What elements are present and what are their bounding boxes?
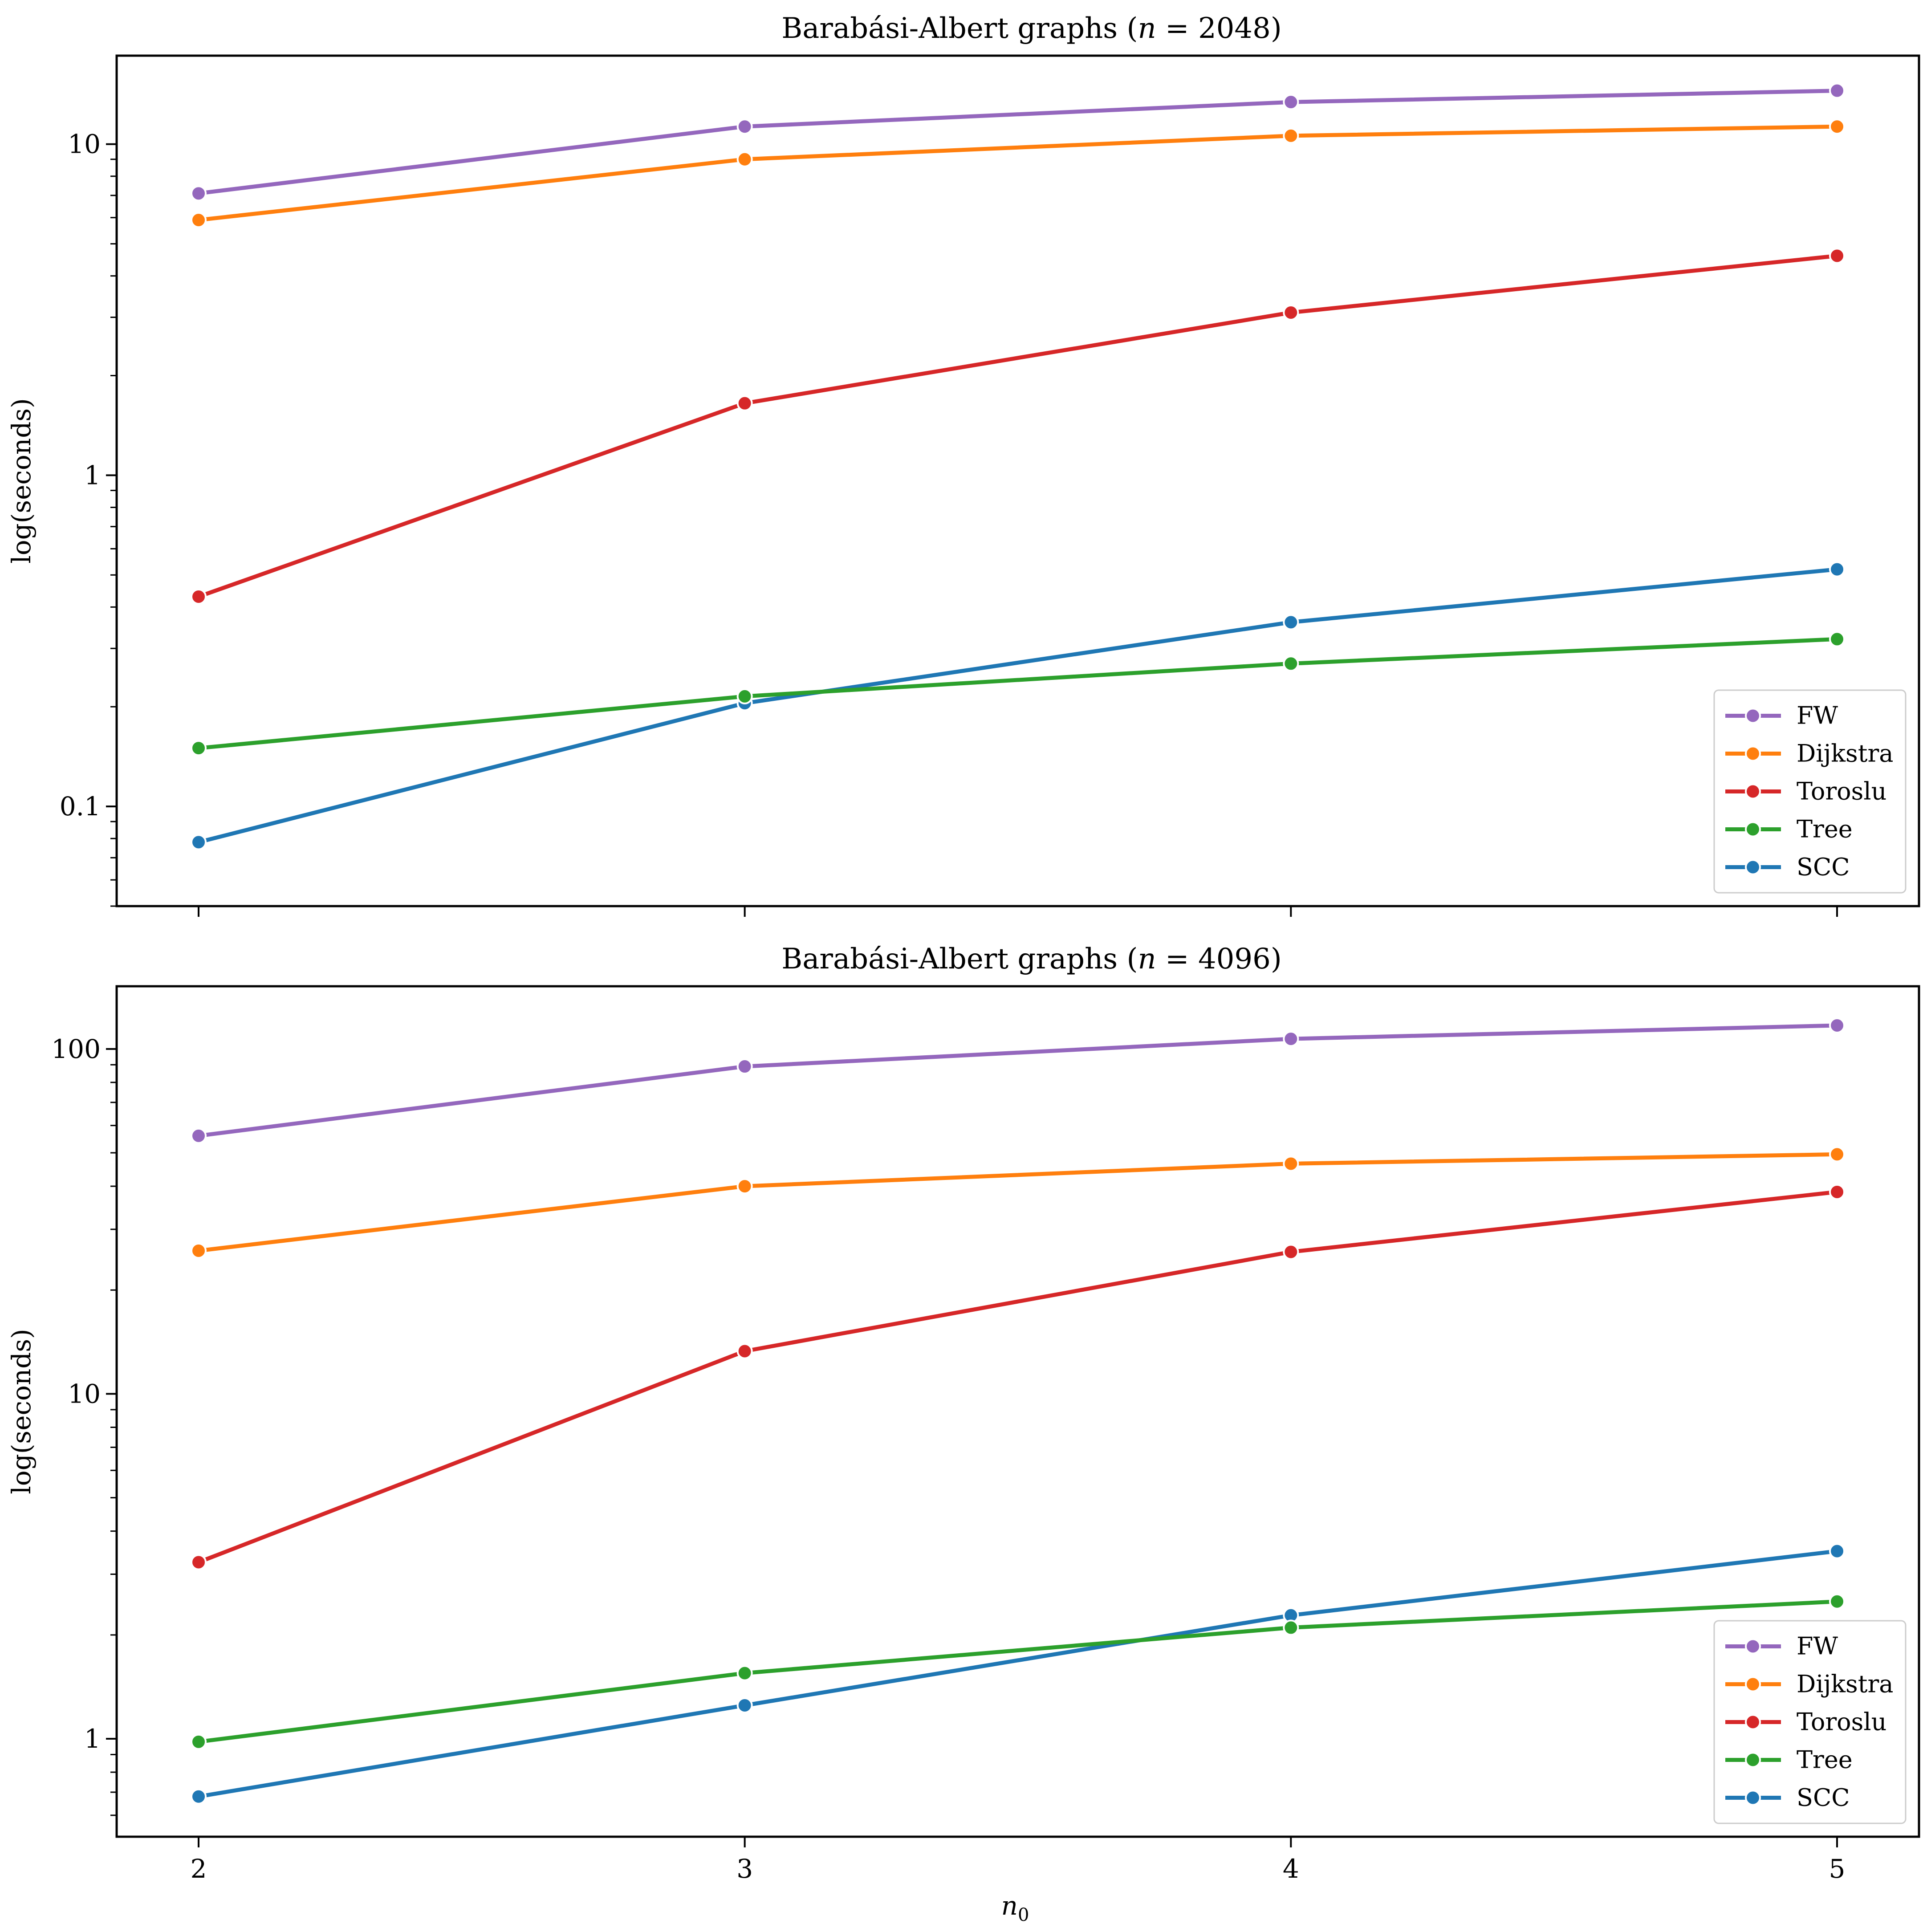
data-point-toroslu xyxy=(1829,1184,1845,1200)
data-point-toroslu xyxy=(736,1343,753,1359)
data-point-toroslu xyxy=(1283,1244,1299,1260)
series-line-toroslu xyxy=(198,254,1838,599)
series-line-tree xyxy=(198,1599,1838,1744)
data-point-toroslu xyxy=(1829,248,1845,264)
series-line-toroslu xyxy=(198,1190,1838,1564)
y-axis-label: log(seconds) xyxy=(6,398,37,564)
data-point-scc xyxy=(191,1788,207,1805)
chart-title: Barabási-Albert graphs (n = 4096) xyxy=(781,943,1282,976)
data-point-dijkstra xyxy=(736,151,753,167)
data-point-toroslu xyxy=(191,589,207,605)
legend-marker-fw xyxy=(1745,708,1761,724)
plot-area: 1 10 100 2 3 4 5 xyxy=(51,1017,1846,1884)
plot-area: 0.1 1 10 xyxy=(60,82,1845,917)
y-tick-label: 1 xyxy=(84,460,101,490)
data-point-tree xyxy=(1283,1619,1299,1636)
legend-label-toroslu: Toroslu xyxy=(1797,1708,1886,1736)
legend-label-scc: SCC xyxy=(1797,1784,1850,1812)
legend-marker-fw xyxy=(1745,1638,1761,1655)
data-point-tree xyxy=(1829,1593,1845,1610)
x-axis-label: n0 xyxy=(1001,1891,1029,1925)
series-line-tree xyxy=(198,637,1838,750)
x-tick-label: 3 xyxy=(736,1854,753,1884)
axes-frame xyxy=(115,985,1920,1838)
data-point-dijkstra xyxy=(191,1243,207,1259)
data-point-fw xyxy=(191,185,207,202)
y-tick-label: 10 xyxy=(68,1379,101,1409)
legend-marker-dijkstra xyxy=(1745,1676,1761,1692)
axes-frame xyxy=(115,54,1920,907)
legend-label-tree: Tree xyxy=(1797,1746,1853,1774)
series-line-scc xyxy=(198,567,1838,844)
legend-marker-toroslu xyxy=(1745,1714,1761,1730)
legend-label-fw: FW xyxy=(1797,1632,1838,1660)
legend-label-fw: FW xyxy=(1797,702,1838,730)
data-point-scc xyxy=(736,1697,753,1713)
data-point-tree xyxy=(736,1665,753,1681)
data-point-tree xyxy=(1283,655,1299,672)
data-point-fw xyxy=(1283,1031,1299,1047)
y-tick-label: 1 xyxy=(84,1724,101,1754)
legend-label-scc: SCC xyxy=(1797,853,1850,881)
legend: FW Dijkstra Toroslu Tree SCC xyxy=(1713,689,1907,894)
data-point-dijkstra xyxy=(1829,1146,1845,1163)
series-line-fw xyxy=(198,1023,1838,1138)
legend-label-tree: Tree xyxy=(1797,815,1853,843)
data-point-fw xyxy=(736,1058,753,1075)
legend: FW Dijkstra Toroslu Tree SCC xyxy=(1713,1620,1907,1824)
data-point-tree xyxy=(191,1733,207,1750)
series-line-dijkstra xyxy=(198,1152,1838,1253)
data-point-scc xyxy=(1829,1543,1845,1559)
data-point-dijkstra xyxy=(191,212,207,228)
y-tick-label: 10 xyxy=(68,129,101,159)
y-tick-label: 100 xyxy=(51,1034,101,1064)
chart-title: Barabási-Albert graphs (n = 2048) xyxy=(781,12,1282,45)
y-tick-label: 0.1 xyxy=(60,791,101,822)
x-tick-label: 5 xyxy=(1829,1854,1846,1884)
data-point-scc xyxy=(1283,614,1299,630)
legend-marker-tree xyxy=(1745,1752,1761,1768)
data-point-toroslu xyxy=(1283,304,1299,321)
series-line-dijkstra xyxy=(198,124,1838,222)
data-point-tree xyxy=(191,740,207,757)
legend-marker-dijkstra xyxy=(1745,745,1761,762)
legend-box xyxy=(1713,689,1907,894)
data-point-fw xyxy=(1829,82,1845,99)
data-point-dijkstra xyxy=(736,1178,753,1195)
legend-marker-scc xyxy=(1745,859,1761,875)
data-point-dijkstra xyxy=(1283,127,1299,144)
data-point-tree xyxy=(736,688,753,704)
data-point-scc xyxy=(1829,561,1845,578)
x-tick-label: 2 xyxy=(191,1854,207,1884)
legend-marker-scc xyxy=(1745,1790,1761,1806)
chart-n2048: Barabási-Albert graphs (n = 2048) log(se… xyxy=(6,12,1920,917)
data-point-scc xyxy=(191,834,207,850)
data-point-toroslu xyxy=(736,395,753,411)
data-point-fw xyxy=(191,1127,207,1144)
legend-box xyxy=(1713,1620,1907,1824)
series-line-fw xyxy=(198,89,1838,195)
legend-marker-toroslu xyxy=(1745,783,1761,800)
data-point-fw xyxy=(736,118,753,135)
legend-marker-tree xyxy=(1745,821,1761,838)
y-axis-label: log(seconds) xyxy=(6,1329,37,1494)
data-point-fw xyxy=(1283,94,1299,110)
data-point-dijkstra xyxy=(1829,118,1845,135)
data-point-toroslu xyxy=(191,1554,207,1570)
legend-label-dijkstra: Dijkstra xyxy=(1797,740,1893,768)
data-point-tree xyxy=(1829,631,1845,647)
x-tick-label: 4 xyxy=(1283,1854,1299,1884)
chart-n4096: Barabási-Albert graphs (n = 4096) log(se… xyxy=(6,943,1920,1925)
data-point-dijkstra xyxy=(1283,1155,1299,1172)
legend-label-toroslu: Toroslu xyxy=(1797,777,1886,805)
legend-label-dijkstra: Dijkstra xyxy=(1797,1670,1893,1698)
data-point-fw xyxy=(1829,1017,1845,1034)
series-line-scc xyxy=(198,1549,1838,1799)
